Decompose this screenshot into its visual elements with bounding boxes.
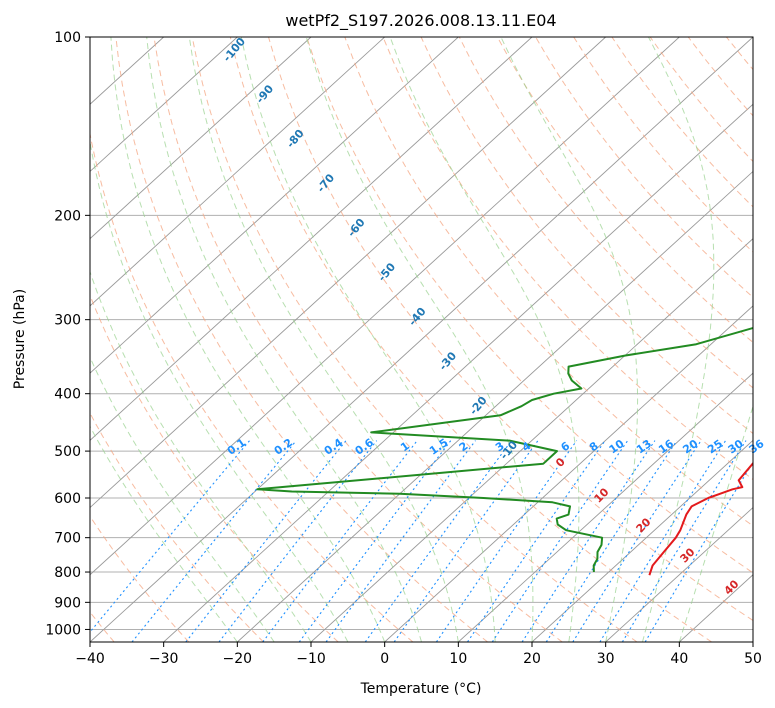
isotherm-line (90, 37, 385, 307)
dewpoint-line (256, 326, 753, 573)
dry-adiabat (115, 37, 488, 642)
isotherm-line (605, 506, 753, 642)
x-tick-label: 30 (597, 651, 615, 667)
y-tick-label: 400 (54, 387, 81, 403)
moist-adiabat (678, 404, 753, 642)
moist-adiabat (90, 425, 238, 642)
moist-adiabat (146, 37, 422, 642)
isotherm-line (163, 103, 753, 642)
profile-lines (256, 326, 753, 576)
background-lines (90, 37, 753, 642)
y-tick-label: 300 (54, 313, 81, 329)
plot-area (90, 37, 753, 642)
mixing-ratio-line (185, 440, 347, 642)
dry-adiabat (535, 37, 753, 298)
y-axis-label: Pressure (hPa) (12, 289, 28, 389)
dry-adiabat (90, 293, 339, 642)
mixing-ratio-line (298, 440, 452, 642)
moist-adiabat (500, 37, 639, 642)
x-tick-label: −10 (296, 651, 326, 667)
mixing-ratio-line (599, 440, 727, 642)
plot-frame (89, 36, 754, 643)
x-axis-label: Temperature (°C) (360, 681, 482, 697)
y-axis-ticks: 100 200 300 400 500 600 700 800 900 1000 (45, 30, 90, 638)
dry-adiabat (229, 37, 712, 642)
mixing-ratio-line (545, 440, 678, 642)
dry-adiabat (153, 37, 563, 642)
x-tick-label: 40 (670, 651, 688, 667)
dry-adiabat (90, 515, 190, 642)
mixing-ratio-line (521, 440, 656, 642)
isotherm-line (90, 37, 680, 576)
x-tick-label: 10 (449, 651, 467, 667)
isotherm-line (90, 37, 238, 173)
moist-adiabat (389, 37, 580, 642)
x-tick-label: −20 (223, 651, 253, 667)
x-tick-label: −40 (75, 651, 105, 667)
dry-adiabat (191, 37, 638, 642)
isotherm-line (458, 372, 753, 642)
moist-adiabat (188, 37, 459, 642)
dry-adiabat (90, 412, 264, 642)
moist-adiabat (240, 37, 496, 642)
y-tick-label: 500 (54, 444, 81, 460)
dry-adiabat (382, 37, 753, 481)
isotherm-line (310, 238, 753, 642)
dry-adiabat (90, 131, 414, 642)
dry-adiabat (306, 37, 753, 574)
dry-adiabat (268, 37, 753, 622)
isotherm-line (237, 170, 753, 642)
isotherm-line (531, 439, 753, 642)
y-tick-label: 100 (54, 30, 81, 46)
x-axis-ticks: −40 −30 −20 −10 0 10 20 30 40 50 (75, 642, 762, 667)
y-tick-label: 700 (54, 531, 81, 547)
isotherm-line (90, 37, 606, 509)
chart-title: wetPf2_S197.2026.008.13.11.E04 (285, 11, 556, 31)
mixing-ratio-line (262, 440, 418, 642)
mixing-ratio-line (325, 440, 476, 642)
moist-adiabat (90, 270, 312, 642)
y-tick-label: 800 (54, 565, 81, 581)
mixing-ratio-line (572, 440, 702, 642)
isotherm-line (90, 37, 459, 374)
moist-adiabat (90, 356, 275, 642)
mixing-ratio-line (218, 440, 378, 642)
isotherm-line (90, 37, 312, 240)
mixing-ratio-line (491, 440, 629, 642)
isotherm-line (90, 37, 533, 441)
x-tick-label: 20 (523, 651, 541, 667)
x-tick-label: −30 (149, 651, 179, 667)
moist-adiabat (642, 37, 715, 642)
y-tick-label: 200 (54, 208, 81, 224)
dry-adiabat (344, 37, 753, 527)
moist-adiabat (90, 139, 349, 642)
mixing-ratio-line (393, 440, 539, 642)
mixing-ratio-line (364, 440, 512, 642)
y-tick-label: 900 (54, 595, 81, 611)
dry-adiabat (496, 37, 753, 344)
temperature-line (648, 461, 753, 576)
x-tick-label: 0 (380, 651, 389, 667)
moist-adiabat (305, 37, 534, 642)
mixing-ratio-line (90, 440, 251, 633)
y-tick-label: 1000 (45, 622, 81, 638)
mixing-ratio-line (644, 461, 753, 642)
x-tick-label: 50 (744, 651, 762, 667)
mixing-ratio-line (621, 440, 747, 642)
mixing-ratio-line (131, 440, 297, 642)
y-tick-label: 600 (54, 491, 81, 507)
